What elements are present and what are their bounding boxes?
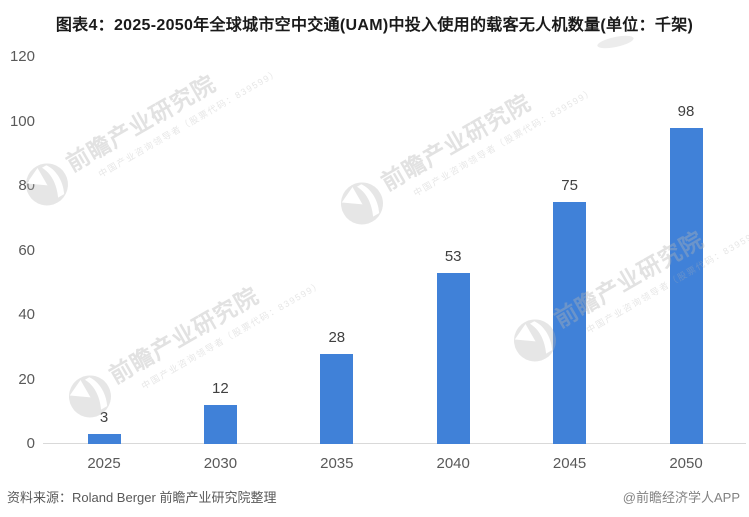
bar xyxy=(320,353,354,444)
source-note: 资料来源：Roland Berger 前瞻产业研究院整理 xyxy=(7,490,277,505)
watermark-subtext: 中国产业咨询领导者（股票代码：839599） xyxy=(96,67,282,180)
y-axis-tick-label: 20 xyxy=(18,370,35,388)
watermark-subtext: 中国产业咨询领导者（股票代码：839599） xyxy=(139,279,325,392)
watermark-text: 前瞻产业研究院 xyxy=(61,70,221,177)
y-axis-tick-label: 60 xyxy=(18,241,35,259)
x-axis-tick-label: 2045 xyxy=(552,455,587,472)
bar-value-label: 98 xyxy=(677,102,695,120)
chart-title: 图表4：2025-2050年全球城市空中交通(UAM)中投入使用的载客无人机数量… xyxy=(55,17,694,34)
bar-value-label: 12 xyxy=(212,380,229,398)
x-axis-tick-label: 2025 xyxy=(87,455,121,472)
bar xyxy=(669,127,703,444)
x-axis-tick-label: 2030 xyxy=(203,455,238,472)
watermark-text: 前瞻产业研究院 xyxy=(104,282,264,389)
bar xyxy=(553,202,587,444)
bar xyxy=(87,434,121,444)
y-axis-tick-label: 120 xyxy=(9,48,35,65)
x-axis-baseline xyxy=(43,443,746,444)
bar-value-label: 75 xyxy=(561,177,578,195)
x-axis-tick-label: 2035 xyxy=(320,455,354,472)
watermark-text: 前瞻产业研究院 xyxy=(376,89,536,196)
bar xyxy=(203,405,237,444)
watermark-subtext: 中国产业咨询领导者（股票代码：839599） xyxy=(584,223,749,336)
bar xyxy=(436,273,470,444)
y-axis-tick-label: 40 xyxy=(18,306,35,323)
bar-value-label: 53 xyxy=(444,248,462,266)
x-axis-tick-label: 2040 xyxy=(436,455,470,472)
watermark: 前瞻产业研究院 中国产业咨询领导者（股票代码：839599） xyxy=(16,34,281,215)
watermark: 前瞻产业研究院 中国产业咨询领导者（股票代码：839599） xyxy=(504,190,749,371)
y-axis-tick-label: 0 xyxy=(26,435,35,452)
bar-value-label: 28 xyxy=(328,328,346,346)
watermark-fragment xyxy=(596,33,635,51)
brand-note: @前瞻经济学人APP xyxy=(622,490,740,505)
y-axis-tick-label: 80 xyxy=(18,177,35,194)
watermark: 前瞻产业研究院 中国产业咨询领导者（股票代码：839599） xyxy=(59,246,324,427)
y-axis-tick-label: 100 xyxy=(9,112,35,130)
x-axis-tick-label: 2050 xyxy=(669,455,703,472)
bar-value-label: 3 xyxy=(99,409,109,427)
qianzhan-logo-icon xyxy=(340,182,383,225)
watermark-texts: 前瞻产业研究院 中国产业咨询领导者（股票代码：839599） xyxy=(59,34,282,191)
